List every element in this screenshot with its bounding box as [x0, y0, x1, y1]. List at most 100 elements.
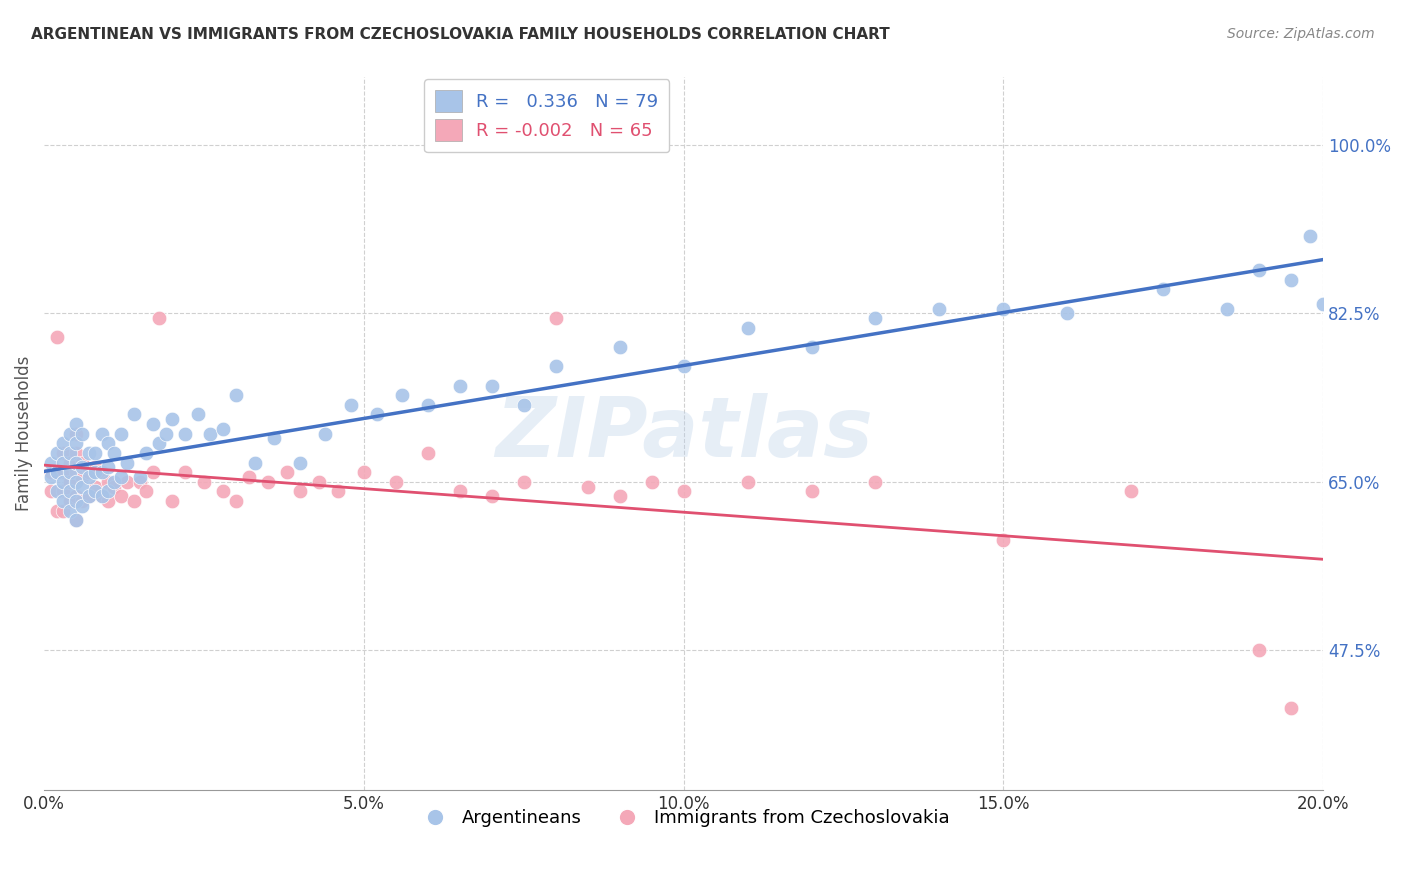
- Point: [45, 465, 67, 479]
- Point: [59, 446, 82, 460]
- Point: [72, 480, 94, 494]
- Point: [65, 465, 87, 479]
- Point: [52, 484, 75, 499]
- Point: [52, 475, 75, 489]
- Point: [52, 465, 75, 479]
- Point: [800, 484, 823, 499]
- Point: [1249, 263, 1271, 277]
- Point: [315, 426, 337, 441]
- Point: [72, 494, 94, 508]
- Point: [173, 426, 195, 441]
- Point: [1249, 643, 1271, 657]
- Point: [110, 489, 132, 503]
- Point: [103, 475, 125, 489]
- Text: Source: ZipAtlas.com: Source: ZipAtlas.com: [1227, 27, 1375, 41]
- Point: [59, 426, 82, 441]
- Point: [45, 484, 67, 499]
- Point: [672, 484, 695, 499]
- Point: [1299, 229, 1322, 244]
- Point: [1152, 282, 1174, 296]
- Point: [59, 475, 82, 489]
- Point: [103, 446, 125, 460]
- Point: [212, 422, 235, 436]
- Point: [449, 484, 471, 499]
- Point: [84, 465, 107, 479]
- Point: [77, 489, 100, 503]
- Point: [160, 412, 183, 426]
- Point: [97, 460, 120, 475]
- Point: [288, 456, 311, 470]
- Point: [84, 446, 107, 460]
- Point: [52, 504, 75, 518]
- Point: [65, 489, 87, 503]
- Point: [65, 446, 87, 460]
- Point: [187, 408, 209, 422]
- Point: [865, 311, 887, 326]
- Point: [52, 446, 75, 460]
- Point: [238, 470, 260, 484]
- Point: [385, 475, 408, 489]
- Point: [65, 426, 87, 441]
- Point: [90, 465, 112, 479]
- Point: [155, 426, 177, 441]
- Point: [77, 470, 100, 484]
- Point: [993, 301, 1015, 316]
- Point: [416, 398, 439, 412]
- Point: [117, 475, 139, 489]
- Point: [52, 494, 75, 508]
- Point: [39, 470, 62, 484]
- Point: [148, 436, 170, 450]
- Point: [65, 513, 87, 527]
- Point: [225, 494, 247, 508]
- Point: [200, 426, 222, 441]
- Point: [257, 475, 280, 489]
- Point: [45, 504, 67, 518]
- Point: [72, 470, 94, 484]
- Point: [737, 320, 759, 334]
- Point: [353, 465, 375, 479]
- Point: [576, 480, 599, 494]
- Point: [129, 475, 152, 489]
- Point: [800, 340, 823, 354]
- Point: [59, 484, 82, 499]
- Point: [59, 504, 82, 518]
- Point: [1121, 484, 1143, 499]
- Point: [59, 494, 82, 508]
- Point: [142, 417, 165, 431]
- Point: [1279, 272, 1302, 286]
- Point: [52, 456, 75, 470]
- Point: [865, 475, 887, 489]
- Text: ARGENTINEAN VS IMMIGRANTS FROM CZECHOSLOVAKIA FAMILY HOUSEHOLDS CORRELATION CHAR: ARGENTINEAN VS IMMIGRANTS FROM CZECHOSLO…: [31, 27, 890, 42]
- Point: [45, 330, 67, 344]
- Point: [84, 484, 107, 499]
- Point: [609, 489, 631, 503]
- Point: [77, 489, 100, 503]
- Point: [65, 475, 87, 489]
- Point: [340, 398, 363, 412]
- Point: [110, 426, 132, 441]
- Point: [544, 359, 567, 374]
- Point: [65, 436, 87, 450]
- Text: ZIPatlas: ZIPatlas: [495, 393, 873, 475]
- Point: [142, 465, 165, 479]
- Point: [122, 408, 145, 422]
- Point: [39, 465, 62, 479]
- Point: [122, 494, 145, 508]
- Point: [45, 465, 67, 479]
- Point: [39, 456, 62, 470]
- Point: [243, 456, 266, 470]
- Point: [1279, 701, 1302, 715]
- Point: [52, 436, 75, 450]
- Point: [97, 475, 120, 489]
- Point: [288, 484, 311, 499]
- Legend: Argentineans, Immigrants from Czechoslovakia: Argentineans, Immigrants from Czechoslov…: [411, 802, 957, 834]
- Point: [1056, 306, 1078, 320]
- Point: [449, 378, 471, 392]
- Point: [65, 494, 87, 508]
- Point: [72, 456, 94, 470]
- Point: [77, 465, 100, 479]
- Point: [263, 432, 285, 446]
- Point: [481, 489, 503, 503]
- Point: [993, 533, 1015, 547]
- Point: [103, 480, 125, 494]
